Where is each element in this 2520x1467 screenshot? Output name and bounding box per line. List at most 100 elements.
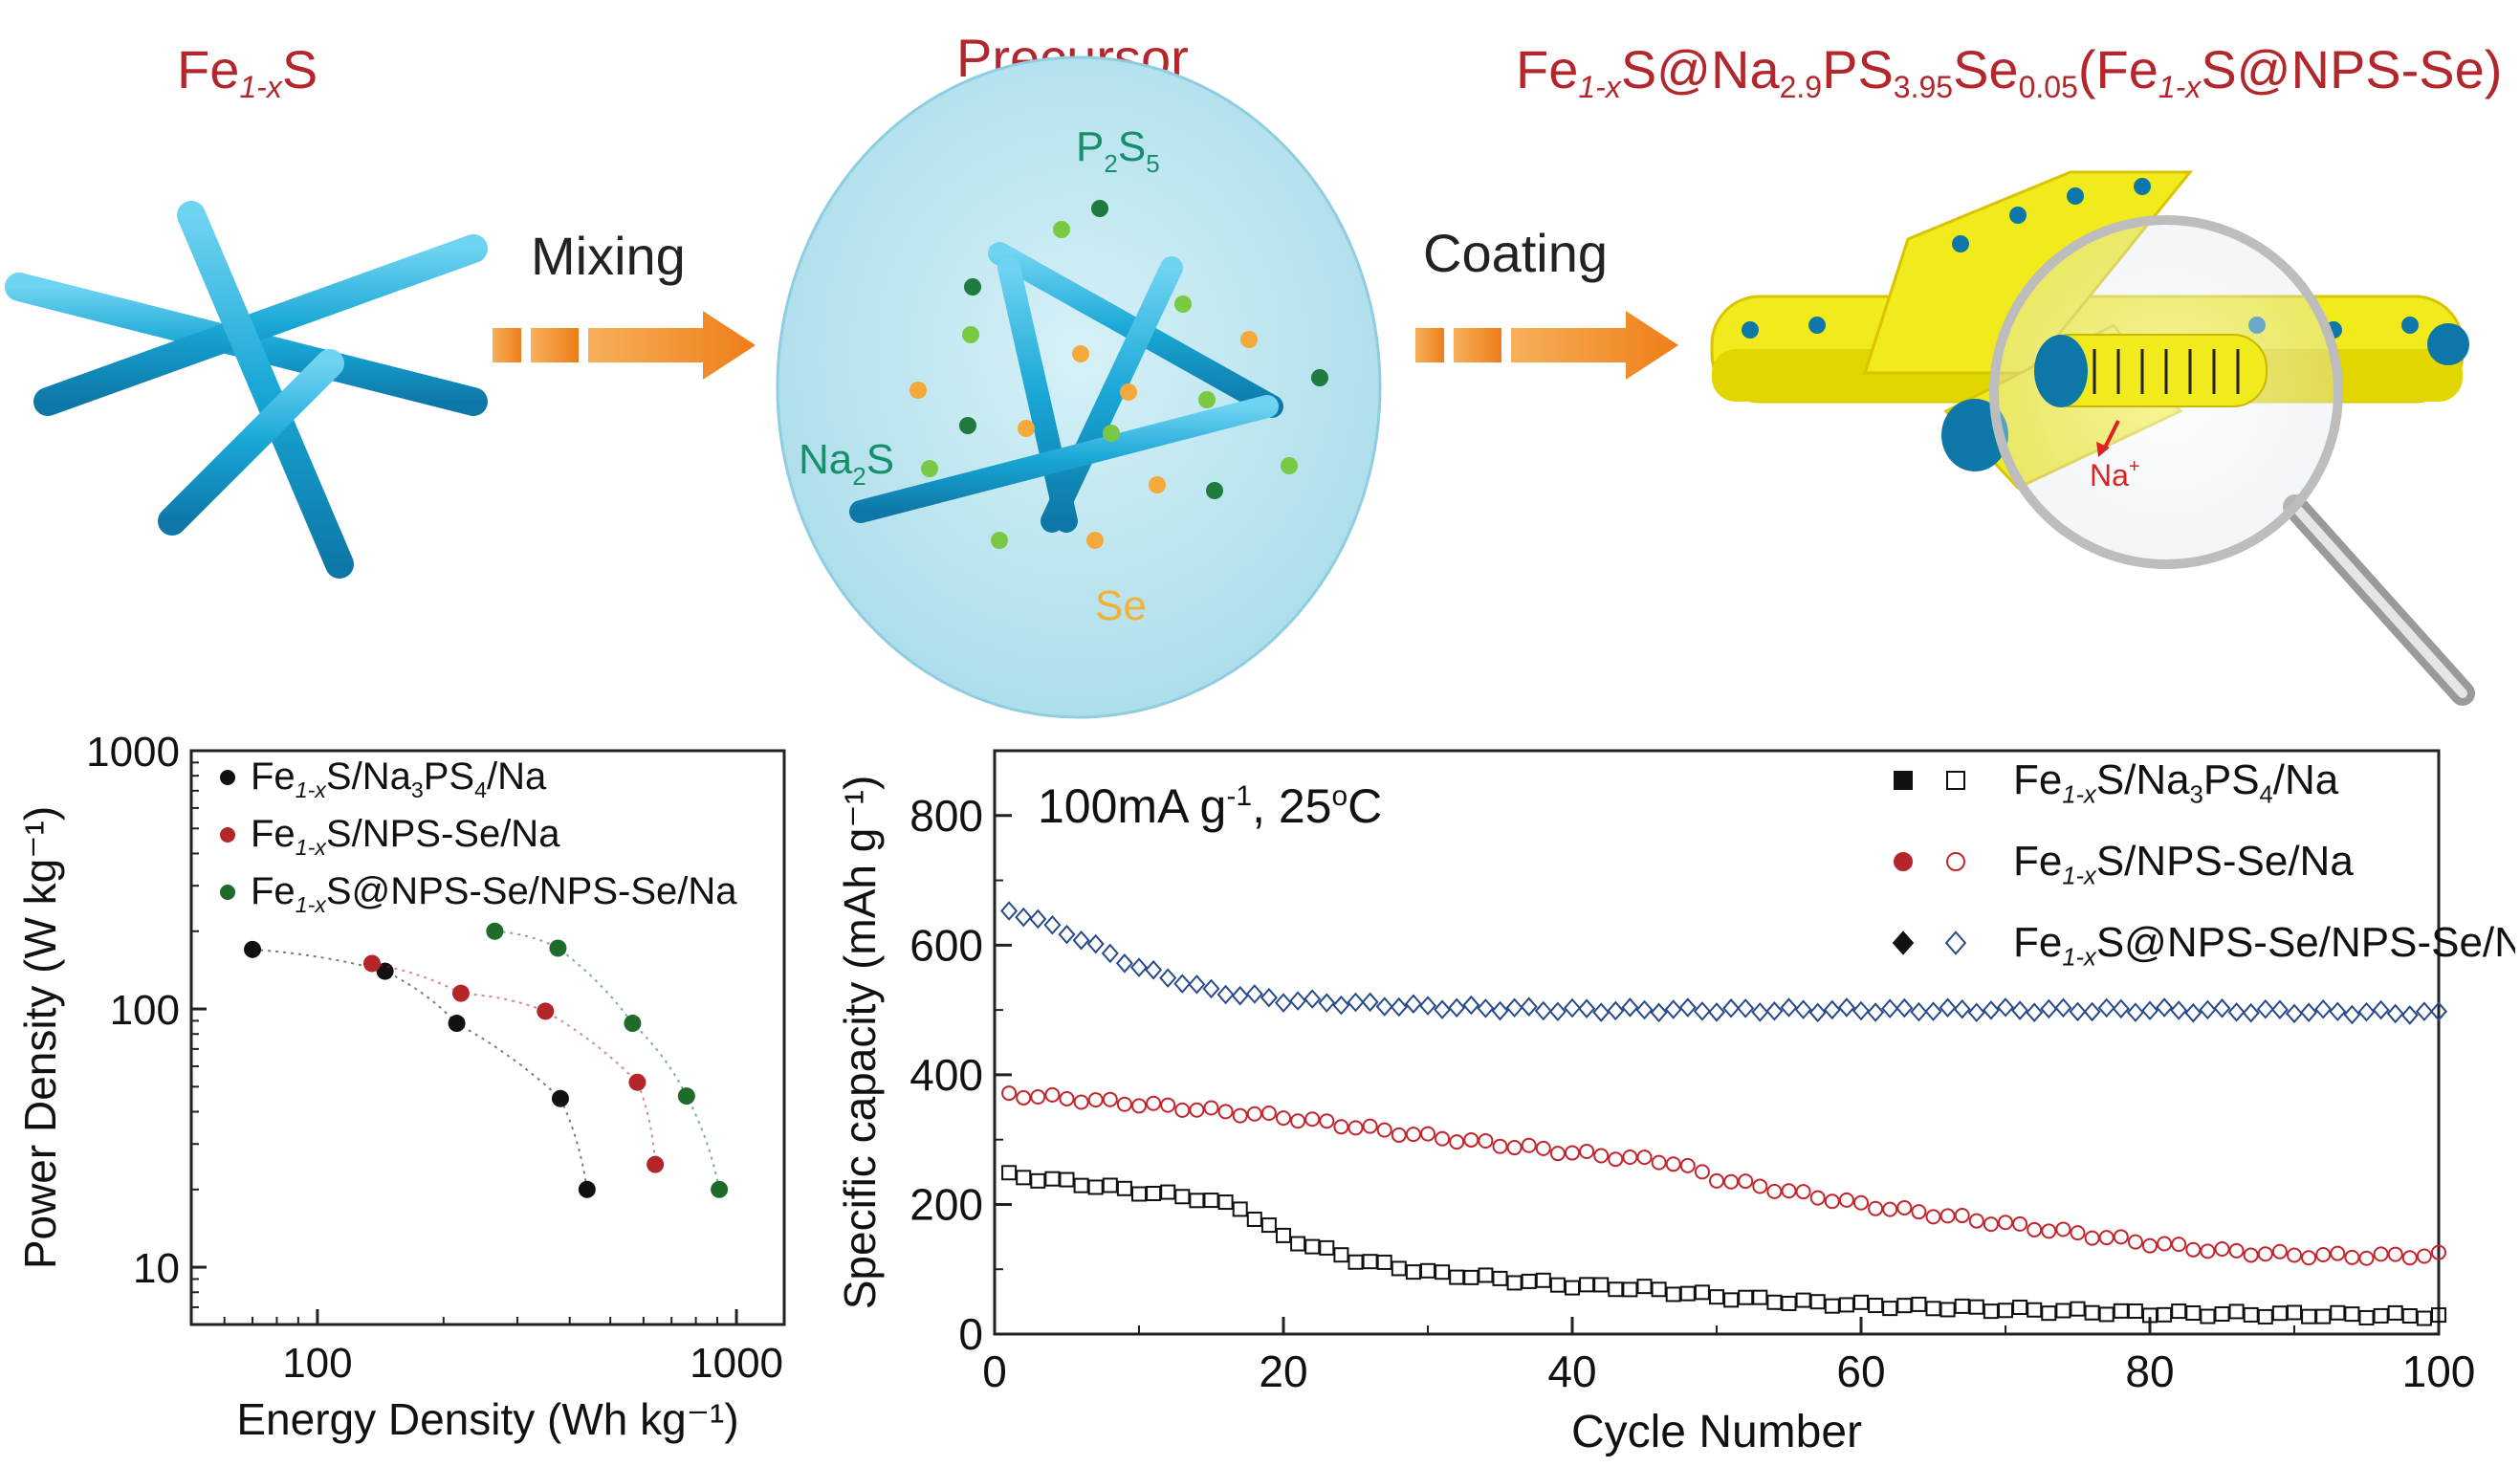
data-point	[1781, 1183, 1797, 1199]
data-point	[2330, 1245, 2346, 1261]
data-point	[2084, 1230, 2100, 1246]
data-point	[1723, 1292, 1740, 1308]
data-point	[2429, 1001, 2448, 1021]
data-point	[1478, 1267, 1494, 1283]
data-point	[1723, 1173, 1740, 1190]
data-point	[1434, 999, 1452, 1019]
data-point	[1448, 997, 1466, 1018]
data-point	[1362, 1254, 1378, 1270]
data-point	[1520, 996, 1538, 1017]
data-point	[1318, 993, 1336, 1013]
data-point	[1665, 1156, 1681, 1172]
x-axis-label: Energy Density (Wh kg⁻¹)	[236, 1394, 738, 1444]
data-point	[1146, 1185, 1162, 1201]
data-point	[2243, 1306, 2259, 1323]
data-point	[448, 1015, 466, 1033]
data-point	[2055, 1303, 2071, 1319]
data-point	[451, 984, 470, 1002]
data-point	[1101, 943, 1119, 964]
data-point	[2358, 1309, 2375, 1325]
data-point	[1203, 1100, 1219, 1116]
ragone-chart: 100 1000 10 100 1000 Energy Density (Wh kg⁻¹)…	[15, 729, 786, 1444]
data-point	[1593, 1148, 1610, 1164]
data-point	[1348, 1254, 1364, 1270]
data-point	[1593, 1277, 1610, 1293]
data-point	[2041, 1223, 2057, 1239]
data-point	[1781, 1295, 1797, 1311]
data-point	[1738, 1173, 1754, 1190]
data-point	[578, 1180, 596, 1198]
data-point	[2055, 1221, 2071, 1237]
legend-marker	[220, 770, 235, 785]
data-point	[2386, 1003, 2404, 1024]
y-tick-label: 100	[110, 987, 180, 1034]
data-point	[1896, 1199, 1913, 1215]
data-point	[2127, 1303, 2143, 1319]
data-point	[1016, 1089, 1032, 1106]
data-point	[2040, 998, 2058, 1019]
data-point	[1087, 1092, 1104, 1108]
magnifier-icon: Na+	[1989, 215, 2475, 706]
y-tick-label: 200	[909, 1179, 983, 1229]
data-point	[1333, 1119, 1349, 1135]
data-point	[1391, 1260, 1407, 1277]
data-point	[1246, 1106, 1262, 1122]
data-point	[1954, 1208, 1970, 1224]
data-point	[2400, 1005, 2419, 1025]
data-point	[2227, 1002, 2246, 1022]
data-point	[1260, 1217, 1277, 1234]
data-point	[1304, 1111, 1321, 1128]
data-point	[1853, 1194, 1869, 1211]
data-point	[1116, 1096, 1132, 1112]
data-point	[2142, 1307, 2158, 1324]
data-point	[1506, 1140, 1523, 1156]
data-point	[1505, 997, 1523, 1018]
data-point	[2184, 1002, 2202, 1023]
data-point	[1939, 997, 1957, 1018]
data-point	[2199, 999, 2217, 1020]
data-point	[1565, 1145, 1580, 1161]
data-point	[1276, 1110, 1291, 1127]
data-point	[1319, 1113, 1335, 1129]
data-point	[1160, 1097, 1176, 1113]
data-point	[2012, 1300, 2028, 1316]
data-point	[1231, 985, 1249, 1006]
data-point	[1622, 1149, 1638, 1165]
data-point	[2373, 1307, 2389, 1324]
data-point	[2112, 998, 2130, 1019]
data-point	[1535, 1140, 1551, 1156]
data-point	[1361, 992, 1379, 1013]
data-point	[1579, 1143, 1595, 1159]
data-point	[2315, 1246, 2332, 1262]
data-point	[1015, 907, 1033, 928]
data-point	[1073, 1094, 1089, 1110]
y-tick-label: 1000	[86, 729, 180, 776]
data-point	[1824, 1193, 1840, 1210]
data-point	[2431, 1307, 2446, 1324]
x-tick-label: 20	[1259, 1347, 1307, 1396]
data-point	[1823, 999, 1841, 1020]
data-point	[1607, 1000, 1625, 1021]
data-point	[2243, 1247, 2259, 1263]
data-point	[1463, 1131, 1479, 1148]
data-point	[1882, 1301, 1898, 1317]
x-tick-label: 0	[982, 1347, 1007, 1396]
data-point	[2084, 1304, 2100, 1321]
data-point	[1565, 1280, 1580, 1296]
data-point	[2113, 1229, 2129, 1245]
data-point	[1809, 1190, 1826, 1206]
data-point	[549, 939, 567, 957]
data-point	[1477, 998, 1495, 1018]
data-point	[1838, 1297, 1854, 1313]
data-point	[1837, 997, 1855, 1018]
data-point	[1174, 1189, 1191, 1205]
data-point	[244, 940, 262, 958]
data-point	[1737, 998, 1755, 1018]
data-point	[1375, 996, 1393, 1017]
data-point	[1894, 852, 1913, 871]
data-point	[2140, 1000, 2159, 1020]
data-point	[1766, 1294, 1783, 1310]
data-point	[1679, 1157, 1696, 1173]
data-point	[1044, 1171, 1061, 1187]
y-axis-label: Power Density (W kg⁻¹)	[15, 806, 65, 1269]
